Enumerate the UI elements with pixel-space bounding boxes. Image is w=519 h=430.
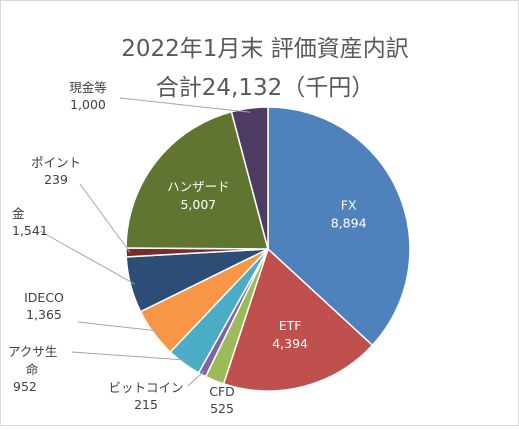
pie-slices: [125, 106, 411, 392]
label-name-6: IDECO: [24, 290, 64, 305]
leader-line-10: [119, 97, 251, 113]
pie-slice-2: [222, 247, 374, 392]
label-name-5-b: 命: [26, 362, 39, 377]
label-value-7: 1,541: [12, 223, 48, 238]
label-name-3: CFD: [209, 384, 235, 399]
leader-line-8: [79, 183, 131, 253]
pie-slice-1: [267, 106, 411, 347]
label-value-5: 952: [13, 379, 37, 394]
leader-lines: [39, 97, 251, 387]
leader-line-4: [187, 370, 205, 387]
label-value-4: 215: [134, 397, 158, 412]
label-name-9: ハンザード: [167, 179, 230, 194]
leader-line-5: [71, 351, 187, 361]
chart-title-line2: 合計24,132（千円）: [156, 75, 374, 101]
label-value-10: 1,000: [70, 97, 106, 112]
chart-title-line1: 2022年1月末 評価資産内訳: [121, 36, 408, 62]
label-name-1: FX: [341, 198, 357, 213]
label-name-5: アクサ生: [8, 344, 57, 359]
pie-slice-10: [230, 106, 269, 250]
label-value-9: 5,007: [180, 197, 216, 212]
label-name-2: ETF: [279, 318, 302, 333]
label-name-7: 金: [12, 206, 25, 221]
leader-line-7: [39, 230, 135, 285]
label-value-3: 525: [210, 401, 234, 416]
label-name-4: ビットコイン: [108, 380, 183, 395]
label-value-2: 4,394: [272, 336, 308, 351]
pie-slice-9: [125, 110, 269, 250]
label-name-10: 現金等: [69, 80, 107, 95]
label-value-1: 8,894: [331, 216, 367, 231]
label-name-8: ポイント: [31, 155, 81, 170]
leader-line-6: [77, 321, 157, 332]
label-value-6: 1,365: [26, 307, 62, 322]
label-value-8: 239: [44, 172, 68, 187]
